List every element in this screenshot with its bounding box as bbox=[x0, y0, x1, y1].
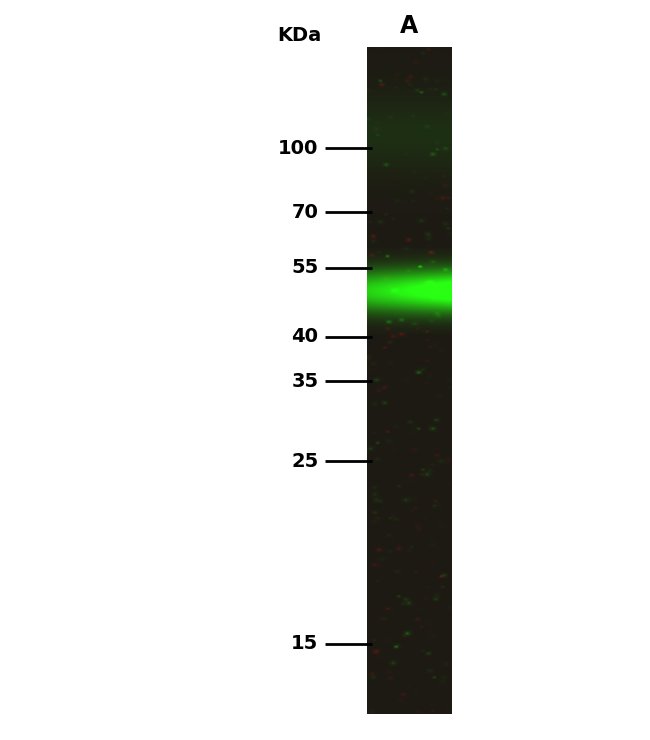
Text: 35: 35 bbox=[291, 371, 318, 391]
Text: KDa: KDa bbox=[278, 26, 322, 45]
Text: 25: 25 bbox=[291, 451, 318, 471]
Text: A: A bbox=[400, 14, 419, 38]
Text: 40: 40 bbox=[291, 327, 318, 346]
Text: 15: 15 bbox=[291, 634, 318, 653]
Text: 70: 70 bbox=[292, 203, 318, 222]
Text: 55: 55 bbox=[291, 258, 318, 278]
Text: 100: 100 bbox=[278, 138, 318, 158]
